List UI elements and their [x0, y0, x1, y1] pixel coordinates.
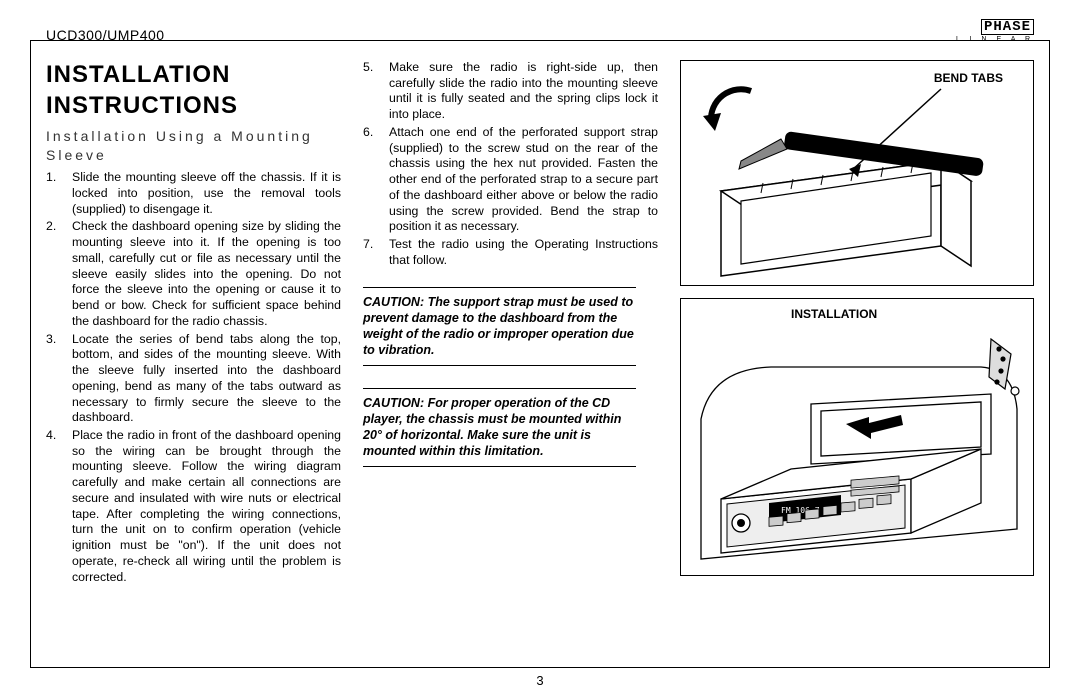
step-item: Test the radio using the Operating Instr… [363, 237, 658, 268]
steps-list-1: Slide the mounting sleeve off the chassi… [46, 170, 341, 585]
column-2: Make sure the radio is right-side up, th… [363, 60, 658, 648]
step-item: Check the dashboard opening size by slid… [46, 219, 341, 329]
figure-1-label: BEND TABS [934, 71, 1003, 86]
bend-tabs-illustration [681, 61, 1033, 287]
column-1: INSTALLATION INSTRUCTIONS Installation U… [46, 60, 341, 648]
step-item: Make sure the radio is right-side up, th… [363, 60, 658, 123]
column-3: BEND TABS [680, 60, 1034, 648]
step-item: Place the radio in front of the dashboar… [46, 428, 341, 585]
step-item: Slide the mounting sleeve off the chassi… [46, 170, 341, 217]
caution-1: CAUTION: The support strap must be used … [363, 287, 636, 366]
model-number: UCD300/UMP400 [46, 27, 165, 43]
installation-illustration: FM 106.7 [681, 299, 1033, 577]
logo-sub-text: L I N E A R [956, 36, 1034, 43]
steps-list-2: Make sure the radio is right-side up, th… [363, 60, 658, 269]
caution-2: CAUTION: For proper operation of the CD … [363, 388, 636, 467]
step-item: Locate the series of bend tabs along the… [46, 332, 341, 426]
logo-main-text: PHASE [981, 19, 1034, 35]
page-title: INSTALLATION INSTRUCTIONS [46, 60, 341, 121]
content-area: INSTALLATION INSTRUCTIONS Installation U… [46, 60, 1034, 648]
page-number: 3 [0, 673, 1080, 688]
doc-header: UCD300/UMP400 PHASE L I N E A R [46, 18, 1034, 43]
brand-logo: PHASE L I N E A R [956, 18, 1034, 43]
figure-2-label: INSTALLATION [791, 307, 877, 322]
step-item: Attach one end of the perforated support… [363, 125, 658, 235]
section-subhead: Installation Using a Mounting Sleeve [46, 127, 341, 165]
figure-bend-tabs: BEND TABS [680, 60, 1034, 286]
page: UCD300/UMP400 PHASE L I N E A R INSTALLA… [0, 0, 1080, 698]
figure-installation: INSTALLATION [680, 298, 1034, 576]
